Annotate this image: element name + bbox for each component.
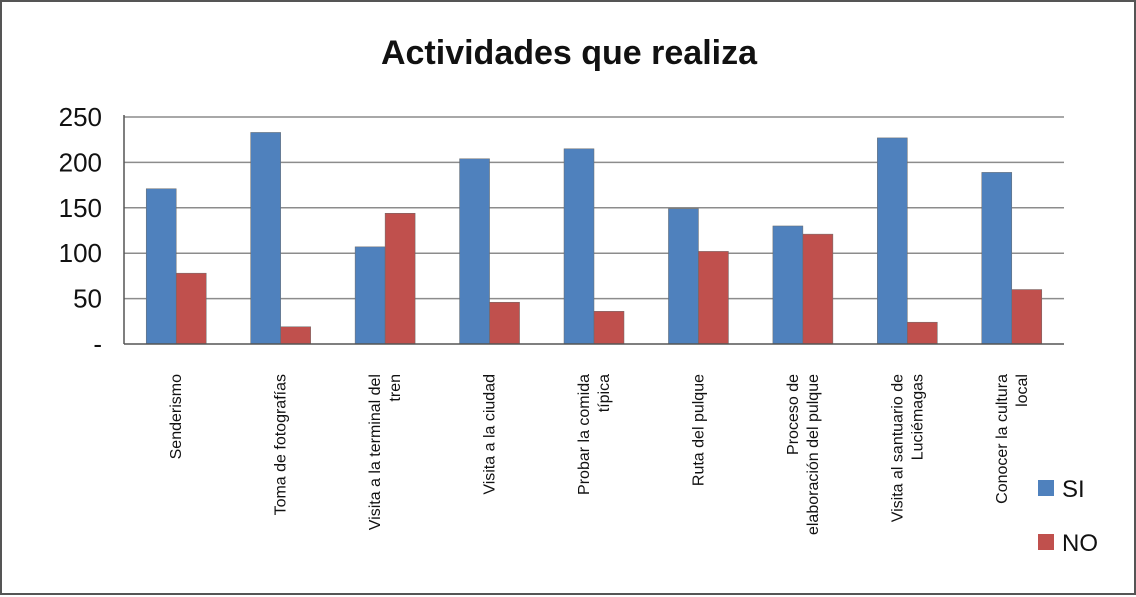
category-label-line: Proceso de [785, 374, 802, 455]
bar-si-7 [877, 137, 908, 345]
legend-swatch-no [1038, 534, 1054, 550]
legend: SI NO [1038, 476, 1098, 557]
bar-no-0 [175, 272, 207, 345]
category-label-line: Toma de fotografías [273, 374, 290, 515]
bar-no-5 [698, 251, 729, 345]
bar-si-1 [250, 132, 281, 345]
category-label-line: elaboración del pulque [805, 374, 822, 535]
category-label-line: Visita al santuario de [889, 374, 906, 522]
x-category-label: Visita a la ciudad [482, 374, 499, 495]
x-category-label: Proceso de elaboración del pulque [785, 374, 822, 535]
bars [145, 132, 1043, 345]
bar-si-4 [563, 148, 595, 345]
x-category-label: Probar la comida típica [576, 374, 613, 495]
bar-no-6 [802, 233, 834, 345]
bar-no-3 [489, 301, 520, 345]
y-tick-label: 200 [59, 147, 102, 177]
bar-no-8 [1011, 289, 1043, 345]
category-label-line: Luciémagas [909, 374, 926, 460]
chart-title: Actividades que realiza [381, 34, 758, 72]
x-category-label: Visita a la terminal del tren [367, 374, 404, 530]
y-tick-label: 150 [59, 193, 102, 223]
bar-no-4 [593, 311, 625, 345]
x-category-label: Ruta del pulque [690, 374, 707, 486]
category-label-line: Probar la comida [576, 374, 593, 495]
category-labels: Senderismo Toma de fotografías Visita a la… [168, 374, 1031, 535]
x-category-label: Toma de fotografías [273, 374, 290, 515]
bar-si-0 [145, 188, 177, 345]
bar-no-7 [907, 321, 938, 345]
axes [123, 115, 1064, 345]
bar-si-3 [459, 158, 490, 345]
bar-si-6 [772, 225, 804, 345]
x-category-label: Senderismo [168, 374, 185, 459]
category-label-line: típica [596, 374, 613, 412]
bar-si-2 [354, 246, 386, 345]
category-label-line: Visita a la terminal del [367, 374, 384, 530]
bar-no-2 [384, 212, 416, 345]
category-label-line: Senderismo [168, 374, 185, 459]
y-tick-label: 100 [59, 238, 102, 268]
y-tick-label: 250 [59, 102, 102, 132]
bar-si-8 [981, 172, 1013, 345]
legend-swatch-si [1038, 480, 1054, 496]
y-tick-label: - [93, 329, 102, 359]
legend-label-no: NO [1062, 530, 1098, 557]
y-axis-ticks: - 50 100 150 200 250 [59, 102, 102, 359]
category-label-line: Conocer la cultura [994, 374, 1011, 504]
category-label-line: Visita a la ciudad [482, 374, 499, 495]
category-label-line: local [1014, 374, 1031, 407]
x-category-label: Conocer la cultura local [994, 374, 1031, 504]
category-label-line: Ruta del pulque [690, 374, 707, 486]
bar-no-1 [280, 326, 311, 345]
bar-si-5 [668, 208, 699, 345]
category-label-line: tren [387, 374, 404, 402]
legend-label-si: SI [1062, 476, 1085, 503]
y-tick-label: 50 [73, 284, 102, 314]
x-category-label: Visita al santuario de Luciémagas [889, 374, 926, 522]
